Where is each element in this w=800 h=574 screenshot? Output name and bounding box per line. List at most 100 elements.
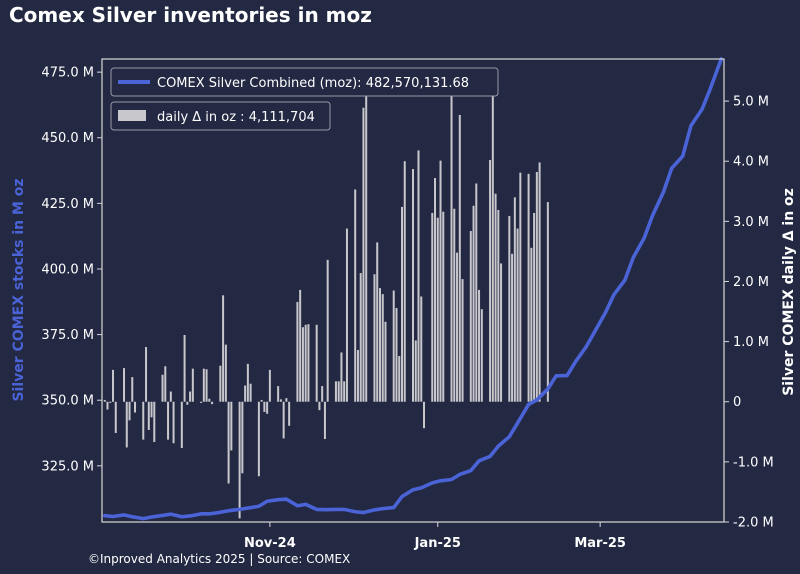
- daily-delta-bar: [478, 289, 481, 402]
- bars-layer: [103, 89, 549, 519]
- daily-delta-bar: [150, 401, 153, 418]
- daily-delta-bar: [244, 385, 247, 402]
- daily-delta-bar: [230, 401, 233, 451]
- daily-delta-bar: [469, 230, 472, 402]
- daily-delta-bar: [211, 401, 214, 405]
- right-tick-label: 3.0 M: [733, 215, 769, 230]
- daily-delta-bar: [439, 160, 442, 402]
- daily-delta-bar: [538, 162, 541, 402]
- daily-delta-bar: [334, 381, 337, 402]
- daily-delta-bar: [318, 401, 321, 411]
- daily-delta-bar: [431, 212, 434, 402]
- left-tick-label: 350.0 M: [41, 394, 94, 409]
- daily-delta-bar: [398, 356, 401, 402]
- right-tick-label: 0: [733, 395, 741, 410]
- daily-delta-bar: [238, 401, 241, 519]
- legend-bar-box: [110, 101, 331, 131]
- right-tick-label: -2.0 M: [733, 516, 774, 531]
- daily-delta-bar: [450, 91, 453, 402]
- daily-delta-bar: [381, 294, 384, 402]
- line-layer: [102, 57, 724, 521]
- daily-delta-bar: [246, 363, 249, 402]
- daily-delta-bar: [227, 401, 230, 484]
- daily-delta-bar: [508, 215, 511, 402]
- left-tick-label: 425.0 M: [41, 197, 94, 212]
- daily-delta-bar: [125, 401, 128, 448]
- left-tick-label: 400.0 M: [41, 262, 94, 277]
- chart-title: Comex Silver inventories in moz: [9, 3, 372, 27]
- daily-delta-bar: [109, 401, 112, 403]
- daily-delta-bar: [147, 401, 150, 430]
- daily-delta-bar: [365, 95, 368, 402]
- inventory-line: [102, 57, 724, 521]
- daily-delta-bar: [134, 401, 137, 413]
- daily-delta-bar: [420, 296, 423, 402]
- right-tick-label: 2.0 M: [733, 275, 769, 290]
- daily-delta-bar: [362, 107, 365, 402]
- daily-delta-bar: [123, 368, 126, 402]
- daily-delta-bar: [500, 263, 503, 402]
- daily-delta-bar: [282, 401, 285, 439]
- daily-delta-bar: [153, 401, 156, 443]
- daily-delta-bar: [343, 381, 346, 402]
- daily-delta-bar: [400, 206, 403, 402]
- daily-delta-bar: [414, 340, 417, 402]
- daily-delta-bar: [172, 401, 175, 444]
- right-tick-label: -1.0 M: [733, 455, 774, 470]
- daily-delta-bar: [533, 212, 536, 402]
- daily-delta-bar: [131, 377, 134, 402]
- daily-delta-bar: [219, 365, 222, 402]
- plot-frame: [101, 58, 725, 523]
- legend-line-label: COMEX Silver Combined (moz): 482,570,131…: [157, 76, 469, 91]
- daily-delta-bar: [142, 401, 145, 440]
- daily-delta-bar: [288, 401, 291, 426]
- daily-delta-bar: [434, 178, 437, 402]
- daily-delta-bar: [257, 401, 260, 477]
- daily-delta-bar: [279, 399, 282, 402]
- daily-delta-bar: [128, 401, 131, 421]
- daily-delta-bar: [321, 386, 324, 402]
- daily-delta-bar: [180, 401, 183, 449]
- daily-delta-bar: [546, 202, 549, 402]
- daily-delta-bar: [189, 391, 192, 402]
- daily-delta-bar: [326, 259, 329, 402]
- right-tick-label: 5.0 M: [733, 95, 769, 110]
- daily-delta-bar: [164, 366, 167, 402]
- daily-delta-bar: [373, 274, 376, 402]
- right-tick-label: 4.0 M: [733, 155, 769, 170]
- daily-delta-bar: [241, 401, 244, 474]
- daily-delta-bar: [169, 391, 172, 402]
- right-axis-label: Silver COMEX daily Δ in oz: [781, 188, 797, 396]
- daily-delta-bar: [145, 347, 148, 402]
- x-axis: Nov-24 Jan-25 Mar-25: [244, 522, 626, 551]
- daily-delta-bar: [200, 401, 203, 403]
- daily-delta-bar: [222, 295, 225, 402]
- right-axis: -2.0 M -1.0 M 0 1.0 M 2.0 M 3.0 M 4.0 M 5.0 M: [724, 95, 774, 531]
- daily-delta-bar: [412, 169, 414, 402]
- legend: COMEX Silver Combined (moz): 482,570,131…: [110, 67, 499, 131]
- daily-delta-bar: [183, 335, 186, 402]
- daily-delta-bar: [392, 290, 395, 402]
- daily-delta-bar: [114, 401, 117, 434]
- daily-delta-bar: [519, 172, 522, 402]
- daily-delta-bar: [315, 324, 318, 402]
- left-tick-label: 325.0 M: [41, 459, 94, 474]
- daily-delta-bar: [356, 350, 359, 402]
- daily-delta-bar: [494, 193, 497, 402]
- daily-delta-bar: [202, 368, 205, 402]
- legend-bar-label: daily Δ in oz : 4,111,704: [157, 110, 315, 125]
- daily-delta-bar: [456, 252, 459, 402]
- daily-delta-bar: [453, 208, 456, 402]
- daily-delta-bar: [224, 344, 227, 402]
- daily-delta-bar: [161, 374, 164, 402]
- left-tick-label: 475.0 M: [41, 66, 94, 81]
- daily-delta-bar: [323, 401, 326, 440]
- left-axis: 325.0 M 350.0 M 375.0 M 400.0 M 425.0 M 450.0…: [41, 66, 102, 474]
- daily-delta-bar: [277, 386, 280, 402]
- daily-delta-bar: [340, 352, 343, 402]
- footer-credit: ©Inproved Analytics 2025 | Source: COMEX: [88, 552, 350, 566]
- daily-delta-bar: [491, 89, 494, 402]
- daily-delta-bar: [186, 401, 189, 405]
- daily-delta-bar: [403, 161, 406, 402]
